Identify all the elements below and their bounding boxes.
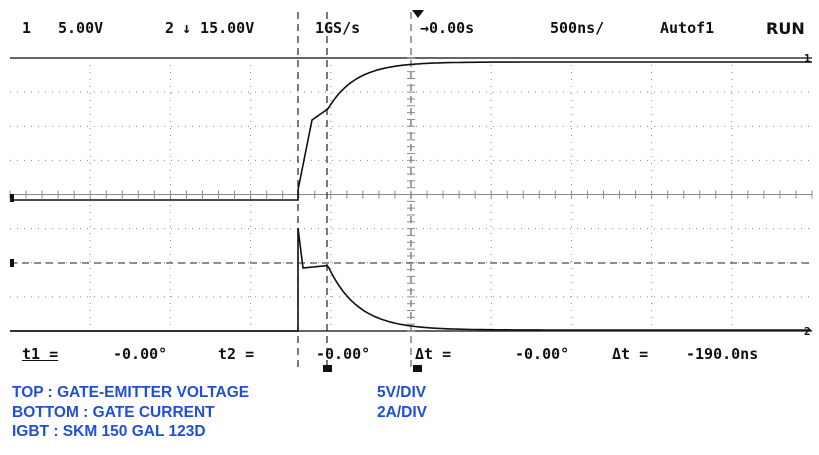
ch2-scale[interactable]: ↓ 15.00V (182, 19, 255, 37)
t2-label: t2 = (218, 345, 255, 363)
ch2-label[interactable]: 2 (165, 19, 175, 37)
dt2-value: -190.0ns (686, 345, 759, 363)
trigger-bottom-marker (413, 365, 422, 372)
status-bar: 1 5.00V 2 ↓ 15.00V 1GS/s →0.00s 500ns/ A… (0, 0, 819, 40)
cursor-bottom-marker (323, 365, 332, 372)
ch2-ground-marker[interactable] (10, 259, 14, 267)
dt2-label: Δt = (612, 345, 649, 363)
oscilloscope-screen: 1 2 1 5.00V 2 ↓ 15.00V 1GS/s →0.00s 500n… (0, 0, 819, 372)
ch2-right-marker: 2 (804, 325, 811, 338)
t1-label: t1 = (22, 345, 59, 363)
ch1-label[interactable]: 1 (22, 19, 32, 37)
trigger-mode[interactable]: Autof1 (660, 19, 715, 37)
center-vertical-axis (407, 12, 415, 370)
sample-rate[interactable]: 1GS/s (315, 19, 361, 37)
waveform-display: 1 2 (9, 10, 813, 372)
caption-device: IGBT : SKM 150 GAL 123D (12, 423, 206, 440)
t2-value: -0.00° (316, 345, 371, 363)
ch1-right-marker: 1 (804, 52, 811, 65)
ch1-ground-marker[interactable] (10, 194, 14, 202)
figure-caption: TOP : GATE-EMITTER VOLTAGE 5V/DIV BOTTOM… (12, 383, 812, 442)
dt1-value: -0.00° (515, 345, 570, 363)
timebase[interactable]: 500ns/ (550, 19, 605, 37)
gate-current-trace (10, 227, 811, 332)
cursor-readout-bar: t1 = -0.00° t2 = -0.00° Δt = -0.00° Δt =… (0, 336, 819, 370)
trigger-time[interactable]: →0.00s (420, 19, 475, 37)
dt1-label: Δt = (415, 345, 452, 363)
caption-top-scale: 5V/DIV (377, 384, 427, 401)
caption-top-trace: TOP : GATE-EMITTER VOLTAGE (12, 384, 250, 401)
ch1-scale[interactable]: 5.00V (58, 19, 104, 37)
caption-bottom-scale: 2A/DIV (377, 403, 427, 421)
t1-value: -0.00° (113, 345, 168, 363)
caption-bottom-trace: BOTTOM : GATE CURRENT (12, 403, 215, 421)
gate-emitter-voltage-trace (10, 61, 812, 201)
trigger-position-marker[interactable] (412, 10, 424, 18)
run-state[interactable]: RUN (766, 19, 805, 38)
